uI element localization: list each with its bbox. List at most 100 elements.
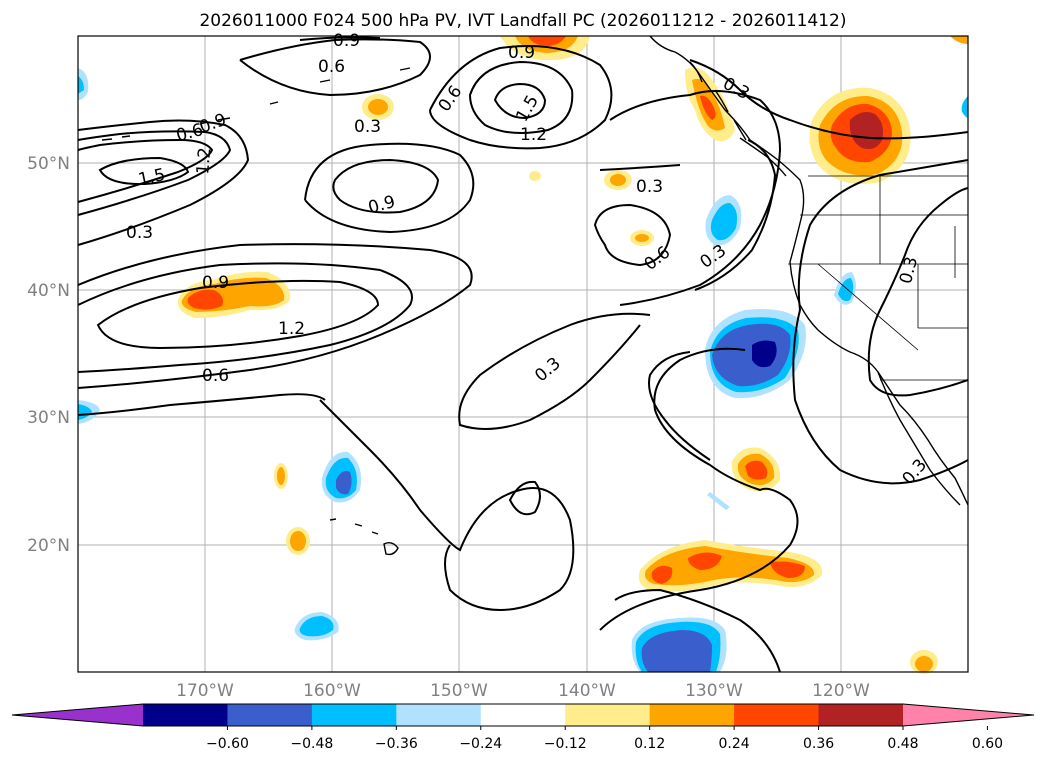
colorbar-extend-high [903,704,1034,726]
colorbar-tick-label: −0.60 [206,736,249,752]
contour-label: 0.6 [202,366,229,386]
shade-positive-small-2 [529,171,541,181]
colorbar-swatch [143,704,228,726]
contour-trough-0-3 [593,164,681,267]
shade-positive-small-3-core [610,174,626,186]
coast-baja [877,371,961,506]
colorbar-tick-label: 0.60 [972,736,1003,752]
contour-west-0-9 [77,138,214,203]
shade-positive-bottom-right-core [915,656,933,672]
contour-mid-0-9 [332,158,440,214]
shade-positive-band-core [645,546,815,586]
lon-label-150w: 150°W [430,681,488,701]
colorbar-swatch [734,704,820,726]
colorbar: −0.60 −0.48 −0.36 −0.24 −0.12 0.12 0.24 0.36 0.4… [11,703,1035,752]
shade-positive-interior-peak [849,112,884,149]
shade-negative-south-core [641,630,712,672]
contour-east-interior [867,187,969,397]
contour-label: 1.2 [193,147,215,176]
contour-center-1-2 [468,60,574,134]
contour-label: 0.6 [318,57,345,77]
coast-hawaii [329,518,399,556]
contour-label: 0.9 [508,43,535,63]
contour-loop-small [508,480,541,516]
contour-ridge-0-3 [77,243,473,389]
contour-west-0-6 [77,130,232,216]
coast-vancouver [739,137,787,177]
shade-positive-band-peak-1 [651,565,673,584]
lon-label-160w: 160°W [303,681,361,701]
colorbar-swatch [565,704,651,726]
shade-negative-offshore-wa-core [710,202,738,241]
contour-ridge-0-9 [96,279,380,350]
contour-west-edge [77,393,326,416]
contour-center-1-5 [493,82,547,120]
graticule [78,36,968,672]
shade-positive-small-5-core [277,467,285,485]
lon-label-120w: 120°W [812,681,870,701]
lon-label-170w: 170°W [176,681,234,701]
lon-label-140w: 140°W [558,681,616,701]
shade-positive-band-peak-2 [688,552,722,570]
contour-mid-0-6 [304,142,475,234]
colorbar-tick-label: −0.36 [375,736,418,752]
lon-label-130w: 130°W [685,681,743,701]
colorbar-tick-label: 0.48 [887,736,918,752]
shade-positive-west-peak [187,289,223,310]
contour-north-coast [689,59,969,140]
shade-negative-small-7-core [299,616,334,637]
colorbar-tick-label: −0.24 [459,736,502,752]
border-ca-nv-diag [817,263,919,351]
contour-sub-0-3 [319,399,575,612]
contour-ridge-0-6 [77,262,413,373]
colorbar-swatch [480,704,566,726]
colorbar-tick-label: −0.48 [290,736,333,752]
borders [788,175,968,381]
shade-negative-left-mid-core [78,404,92,420]
coastlines [101,35,969,556]
contour-label: 1.2 [278,319,305,339]
shade-negative-main-peak [752,340,777,368]
contour-label: 0.9 [202,273,229,293]
shade-positive-top-center-peak [528,36,566,46]
contour-label: 0.3 [354,117,381,137]
shade-positive-small-6-core [290,531,306,551]
contour-center-0-6 [429,45,613,150]
contour-east-0-3 [792,159,969,485]
shade-positive-band-peak-3 [770,561,805,578]
lat-label-20n: 20°N [27,536,70,556]
colorbar-outline [11,703,1035,727]
contour-label: 0.9 [333,31,360,51]
contour-se-0-3 [599,347,799,631]
lat-label-40n: 40°N [27,281,70,301]
lat-label-30n: 30°N [27,408,70,428]
colorbar-tick-label: 0.12 [634,736,665,752]
coast-north-america [649,35,969,506]
coast-aleutians [101,67,411,141]
contour-coast-0-6 [694,139,777,291]
colorbar-extend-low [12,704,143,726]
lon-labels: 170°W 160°W 150°W 140°W 130°W 120°W [176,681,870,701]
shade-negative-main-blue [712,323,791,387]
contour-label: 1.2 [520,125,547,145]
shade-negative-hawaii-core [336,471,352,495]
colorbar-swatch [818,704,904,726]
shade-positive-alaska-peak [700,95,716,120]
contour-central-0-3 [458,312,651,430]
contour-bottom [614,588,781,673]
shade-positive-top-right [950,36,968,44]
colorbar-tick-label: −0.12 [544,736,587,752]
shade-negative-right-edge [961,96,968,118]
lat-label-50n: 50°N [27,154,70,174]
colorbar-tick-label: 0.36 [803,736,834,752]
shade-positive-subtropic-peak [745,460,768,480]
shade-negative-left-top-core [78,76,84,94]
contour-se-arc [648,351,711,461]
contour-west-1-5 [98,156,190,186]
contour-north-0-9 [299,36,381,41]
shade-negative-tiny [707,492,730,510]
pv-contours [77,36,969,673]
contour-west-0-3 [77,119,250,246]
colorbar-swatch [311,704,397,726]
